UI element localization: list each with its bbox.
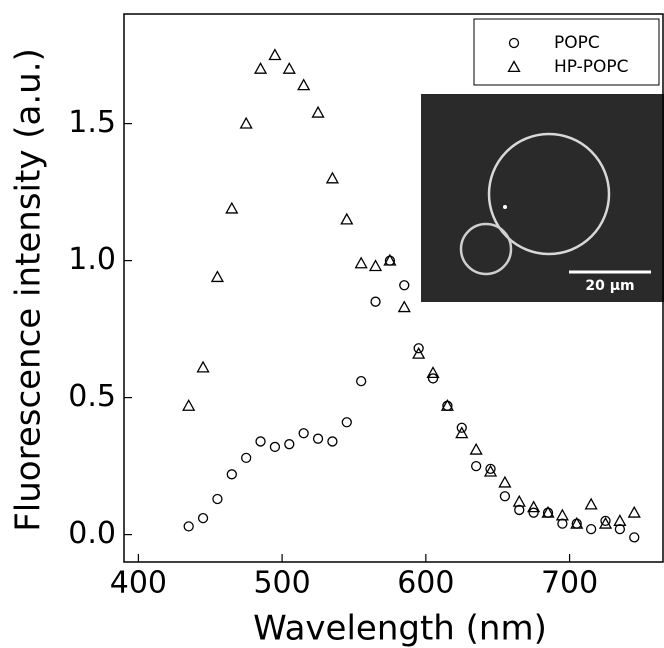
data-point [585, 523, 597, 535]
data-point [440, 398, 455, 411]
data-point [311, 105, 325, 118]
data-point [325, 171, 340, 184]
data-point [629, 532, 640, 543]
data-point [397, 300, 411, 313]
data-point [455, 426, 469, 439]
data-point [600, 515, 611, 527]
legend-marker [507, 60, 521, 73]
data-point [470, 460, 482, 472]
data-point [427, 373, 439, 384]
data-point [226, 469, 237, 480]
data-point [182, 398, 196, 411]
data-point [239, 116, 253, 129]
y-axis-label: Fluorescence intensity (a.u.) [9, 48, 49, 532]
y-tick-label: 0.5 [68, 379, 116, 414]
x-tick-label: 600 [397, 566, 454, 601]
data-point [483, 464, 498, 477]
data-point [584, 497, 598, 510]
data-point [327, 436, 338, 447]
scale-label: 20 μm [585, 278, 634, 294]
data-point [225, 201, 239, 214]
data-point [297, 78, 311, 91]
data-point [368, 259, 383, 272]
data-point [241, 452, 252, 464]
data-point [512, 494, 526, 507]
data-point [627, 505, 641, 518]
data-point [255, 436, 266, 447]
data-point [614, 523, 626, 535]
legend-box [473, 18, 660, 86]
x-tick-label: 500 [253, 566, 310, 601]
legend-marker [508, 37, 520, 49]
data-point [412, 346, 426, 359]
data-point [354, 256, 368, 269]
x-tick-label: 400 [110, 566, 167, 601]
data-point [456, 422, 467, 433]
data-point [413, 343, 424, 354]
data-point [269, 441, 281, 453]
data-point [527, 500, 541, 513]
data-point [210, 270, 225, 283]
data-point [570, 516, 584, 529]
data-point [557, 518, 568, 529]
data-point [555, 508, 569, 521]
plot-frame [123, 13, 664, 563]
data-point [383, 253, 397, 266]
data-point [541, 505, 555, 518]
data-point [196, 360, 210, 373]
y-tick-label: 1.5 [68, 105, 116, 140]
data-point [268, 48, 282, 61]
y-tick-label: 1.0 [68, 242, 116, 277]
y-tick-label: 0.0 [68, 516, 116, 551]
x-tick-label: 700 [541, 566, 598, 601]
data-point [298, 428, 309, 439]
data-point [485, 463, 496, 474]
data-point [613, 514, 627, 526]
data-point [312, 433, 324, 444]
legend-label: HP-POPC [554, 57, 629, 77]
data-point [514, 504, 525, 516]
data-point [284, 439, 295, 450]
inset-image: 20 μm [421, 94, 664, 302]
data-point [341, 417, 352, 428]
data-point [253, 61, 268, 74]
data-point [499, 491, 511, 502]
data-point [498, 475, 512, 488]
data-point [356, 376, 367, 387]
data-point [469, 442, 483, 455]
data-point [197, 513, 209, 524]
data-point [370, 296, 381, 307]
data-point [528, 507, 539, 518]
data-point [282, 61, 296, 74]
data-point [340, 212, 354, 225]
x-axis-label: Wavelength (nm) [253, 609, 547, 648]
data-point [183, 521, 194, 532]
data-point [598, 516, 613, 529]
legend-label: POPC [554, 33, 600, 53]
data-point [212, 493, 223, 505]
data-point [426, 366, 440, 378]
data-point [399, 280, 410, 291]
